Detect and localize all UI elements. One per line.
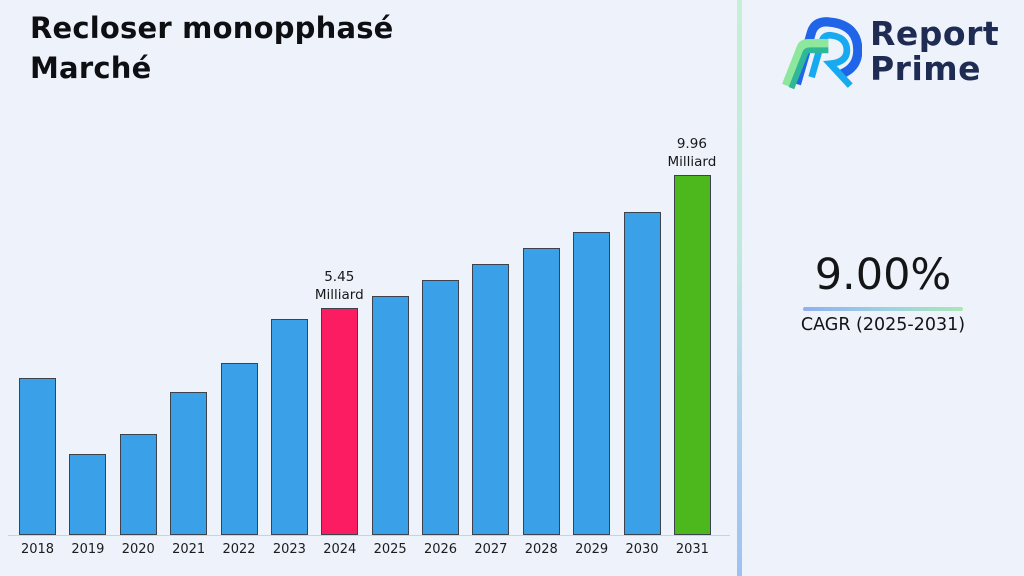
cagr-underline — [803, 307, 963, 311]
bar-slot-2019: 2019 — [69, 177, 107, 559]
bar-value-label-2031: 9.96 Milliard — [652, 136, 732, 171]
bar-2030 — [623, 212, 661, 535]
page-title-line1: Recloser monopphasé — [30, 11, 394, 45]
x-tick-2021: 2021 — [172, 542, 206, 557]
panel-divider — [737, 0, 742, 576]
bar-2029 — [573, 232, 611, 535]
bar-value-unit: Milliard — [314, 286, 364, 303]
page-title: Recloser monopphasé Marché — [30, 8, 394, 88]
bar-2023 — [270, 319, 308, 535]
cagr-period-label: CAGR (2025-2031) — [800, 315, 966, 335]
x-tick-2027: 2027 — [474, 542, 508, 557]
x-tick-2029: 2029 — [575, 542, 609, 557]
bar-2027 — [472, 264, 510, 535]
bar-2024 — [321, 308, 359, 535]
bar-value-number: 5.45 — [324, 269, 355, 286]
report-prime-logo-icon — [782, 17, 862, 90]
report-prime-logo-text: Report Prime — [870, 14, 1000, 88]
logo-text-line2: Prime — [870, 49, 982, 88]
bar-slot-2031: 9.96 Milliard 2031 — [667, 136, 716, 559]
bar-slot-2022: 2022 — [220, 177, 258, 559]
bar-slot-2027: 2027 — [472, 177, 510, 559]
bar-slot-2018: 2018 — [19, 177, 56, 559]
bar-value-label-2024: 5.45 Milliard — [299, 269, 379, 304]
cagr-value: 9.00% — [814, 250, 952, 300]
x-tick-2030: 2030 — [625, 542, 659, 557]
x-tick-2023: 2023 — [272, 542, 306, 557]
bar-2021 — [170, 392, 208, 535]
bar-2031 — [673, 175, 711, 535]
bar-2019 — [69, 454, 107, 535]
x-axis-line — [8, 535, 730, 536]
report-prime-logo: Report Prime — [778, 10, 999, 94]
x-tick-2024: 2024 — [323, 542, 357, 557]
x-tick-2018: 2018 — [20, 542, 55, 557]
bar-2020 — [119, 434, 157, 535]
market-bar-chart: 2018 2019 2020 2021 2022 2023 5.45 Milliard 2024… — [8, 136, 730, 559]
x-tick-2020: 2020 — [121, 542, 155, 557]
bar-2018 — [19, 378, 56, 535]
bar-slot-2023: 2023 — [270, 177, 308, 559]
page-title-line2: Marché — [30, 51, 152, 86]
x-tick-2031: 2031 — [675, 542, 709, 557]
bar-2025 — [371, 296, 409, 535]
bar-slot-2030: 2030 — [623, 177, 661, 559]
bar-slot-2029: 2029 — [573, 177, 611, 559]
bar-slot-2025: 2025 — [371, 177, 409, 559]
bar-slot-2021: 2021 — [170, 177, 208, 559]
bar-slot-2024: 5.45 Milliard 2024 — [315, 177, 364, 559]
bar-slot-2028: 2028 — [522, 177, 560, 559]
bar-value-unit: Milliard — [667, 153, 717, 170]
bar-slot-2020: 2020 — [119, 177, 157, 559]
x-tick-2025: 2025 — [373, 542, 407, 557]
bar-2026 — [422, 280, 459, 535]
x-tick-2019: 2019 — [71, 542, 105, 557]
x-tick-2028: 2028 — [524, 542, 558, 557]
bar-slot-2026: 2026 — [422, 177, 459, 559]
bar-value-number: 9.96 — [676, 136, 707, 153]
logo-text-line1: Report — [870, 14, 1000, 54]
x-tick-2026: 2026 — [423, 542, 458, 557]
bars-row: 2018 2019 2020 2021 2022 2023 5.45 Milliard 2024… — [19, 136, 716, 559]
x-tick-2022: 2022 — [222, 542, 256, 557]
bar-2022 — [220, 363, 258, 535]
cagr-panel: 9.00% CAGR (2025-2031) — [742, 0, 1024, 576]
bar-2028 — [522, 248, 560, 535]
